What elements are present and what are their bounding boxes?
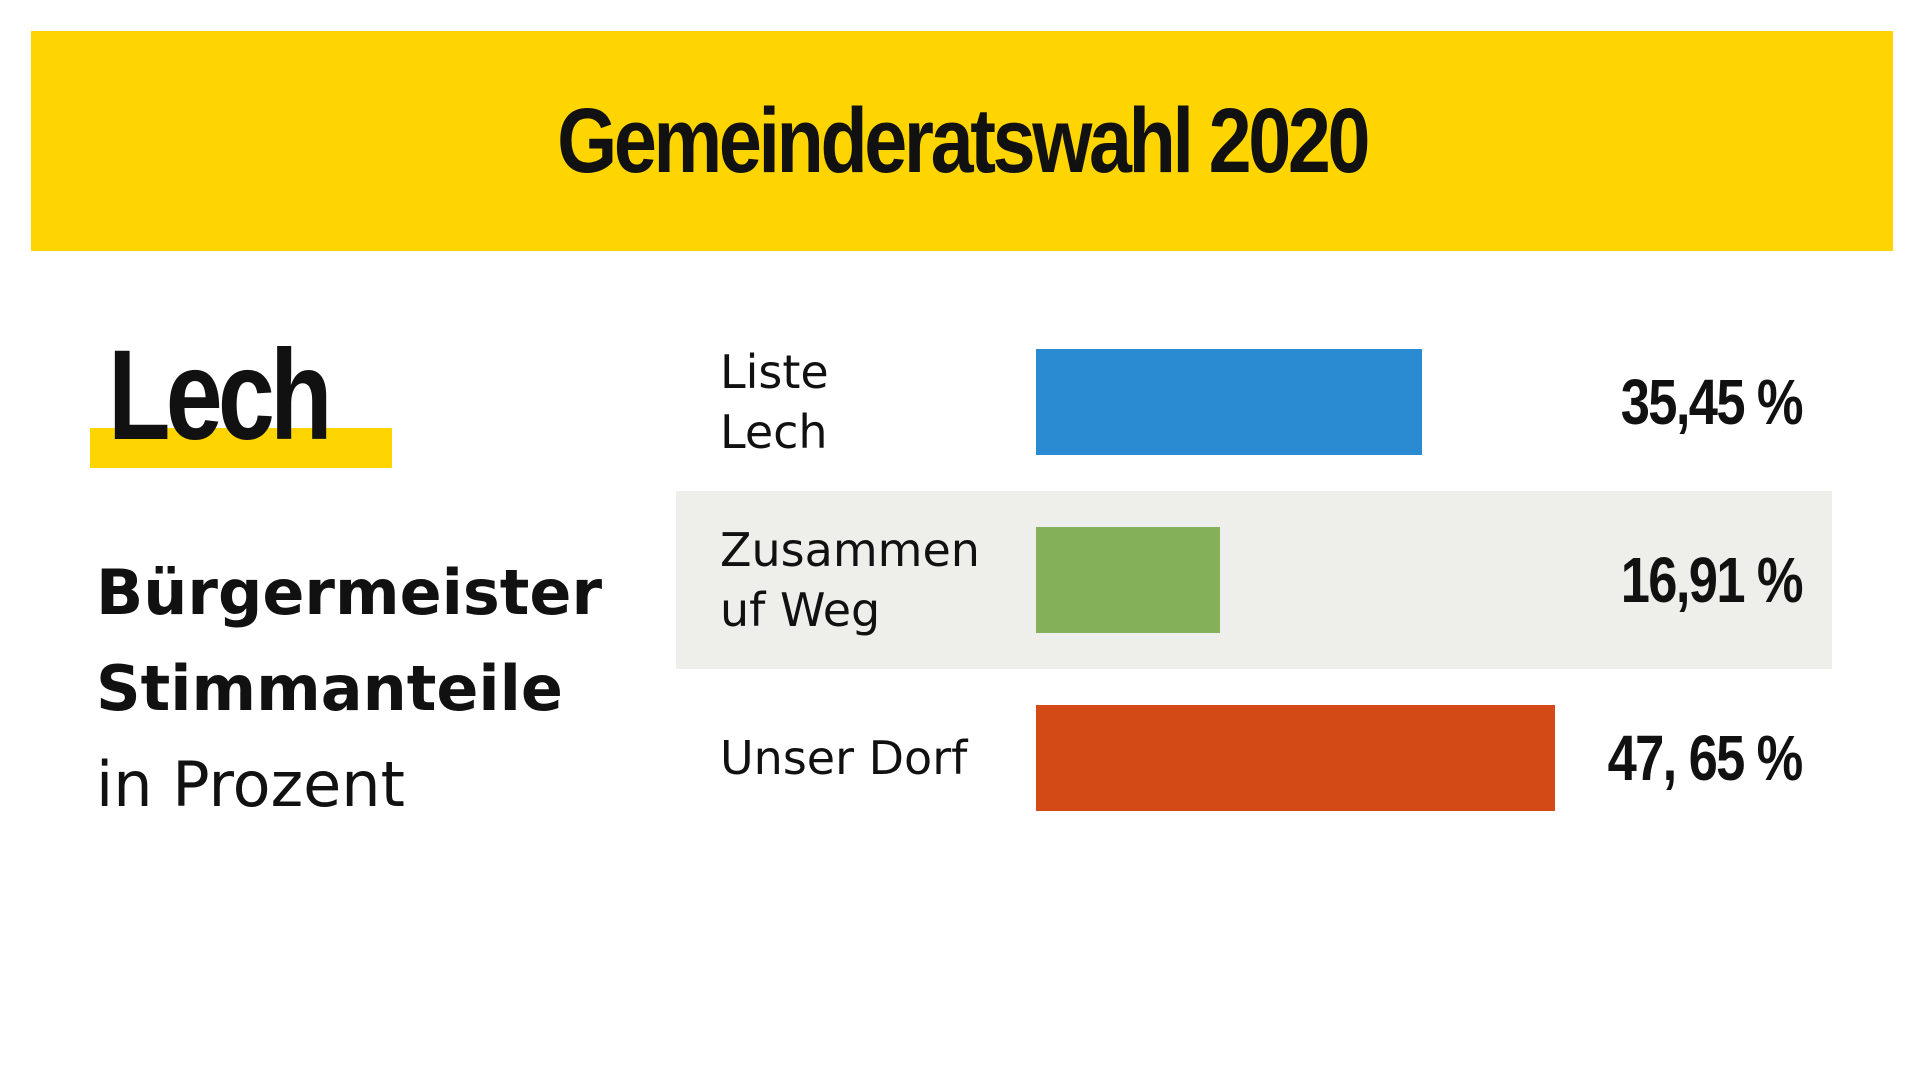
category-label: Liste Lech [720,342,1000,462]
bar-row-unser-dorf: Unser Dorf 47, 65 % [676,669,1832,847]
category-label: Unser Dorf [720,728,1000,788]
subtitle-line-2: Stimmanteile [96,652,563,725]
subtitle-line-3: in Prozent [96,748,405,821]
value-label: 47, 65 % [1607,722,1804,794]
place-name: Lech [108,324,333,467]
title-banner: Gemeinderatswahl 2020 [31,31,1893,251]
category-label: Zusammen uf Weg [720,520,1000,640]
category-label-line: Liste [720,345,829,399]
value-label: 35,45 % [1620,366,1804,438]
bar-unser-dorf [1036,705,1556,811]
bar-row-liste-lech: Liste Lech 35,45 % [676,313,1832,491]
place-heading: Lech [90,330,395,470]
chart-subtitle: Bürgermeister Stimmanteile in Prozent [96,545,636,833]
category-label-line: Unser Dorf [720,731,968,785]
category-label-line: uf Weg [720,583,881,637]
chart-title: Gemeinderatswahl 2020 [556,89,1370,192]
bar-zusammen-uf-weg [1036,527,1221,633]
bar-liste-lech [1036,349,1423,455]
bar-row-zusammen-uf-weg: Zusammen uf Weg 16,91 % [676,491,1832,669]
subtitle-line-1: Bürgermeister [96,556,603,629]
value-label: 16,91 % [1620,544,1804,616]
place-highlight [90,428,392,468]
category-label-line: Zusammen [720,523,980,577]
category-label-line: Lech [720,405,828,459]
